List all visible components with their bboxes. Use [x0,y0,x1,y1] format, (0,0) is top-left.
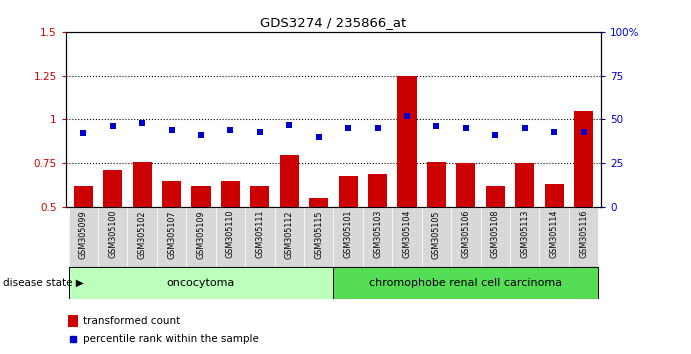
Bar [510,207,540,267]
Bar [397,76,417,207]
Bar [250,186,269,207]
Point [578,129,589,135]
Text: disease state ▶: disease state ▶ [3,278,84,288]
Bar [98,207,127,267]
Bar [245,207,274,267]
Bar [574,111,593,207]
Bar [545,184,564,207]
Bar [333,267,598,299]
Point [225,127,236,133]
Bar [216,207,245,267]
Bar [480,207,510,267]
Text: GSM305101: GSM305101 [343,210,352,258]
Text: oncocytoma: oncocytoma [167,278,235,288]
Text: GSM305114: GSM305114 [549,210,558,258]
Point [343,125,354,131]
Bar [451,207,480,267]
Text: GSM305116: GSM305116 [579,210,588,258]
Bar [133,161,152,207]
Point [519,125,530,131]
Point [107,124,118,129]
Bar [392,207,422,267]
Bar [162,181,181,207]
Text: GSM305104: GSM305104 [402,210,411,258]
Bar [368,174,387,207]
Text: GSM305100: GSM305100 [108,210,117,258]
Title: GDS3274 / 235866_at: GDS3274 / 235866_at [261,16,406,29]
Bar [68,207,98,267]
Point [490,132,501,138]
Point [284,122,295,127]
Bar [333,207,363,267]
Text: GSM305112: GSM305112 [285,210,294,259]
Text: transformed count: transformed count [83,316,180,326]
Point [78,131,89,136]
Point [431,124,442,129]
Bar [363,207,392,267]
Bar [540,207,569,267]
Bar [103,170,122,207]
Point [549,129,560,135]
Bar [280,154,299,207]
Bar [486,186,505,207]
Bar [456,163,475,207]
Text: GSM305107: GSM305107 [167,210,176,259]
Bar [569,207,598,267]
Text: GSM305111: GSM305111 [256,210,265,258]
Text: percentile rank within the sample: percentile rank within the sample [83,334,258,344]
Bar [74,186,93,207]
Text: GSM305113: GSM305113 [520,210,529,258]
Bar [515,163,534,207]
Text: GSM305108: GSM305108 [491,210,500,258]
Text: GSM305110: GSM305110 [226,210,235,258]
Bar [304,207,333,267]
Text: GSM305115: GSM305115 [314,210,323,259]
Text: GSM305099: GSM305099 [79,210,88,259]
Bar [191,186,211,207]
Point [254,129,265,135]
Bar [339,176,358,207]
Point [137,120,148,126]
Bar [422,207,451,267]
Bar [274,207,304,267]
Point [372,125,383,131]
Bar [68,267,333,299]
Bar [157,207,187,267]
Point [313,134,324,140]
Bar [221,181,240,207]
Bar [427,161,446,207]
Text: chromophobe renal cell carcinoma: chromophobe renal cell carcinoma [369,278,562,288]
Point [401,113,413,119]
Point [460,125,471,131]
Point [166,127,177,133]
Text: GSM305106: GSM305106 [462,210,471,258]
Bar [309,198,328,207]
Text: GSM305109: GSM305109 [196,210,205,259]
Point [196,132,207,138]
Bar [187,207,216,267]
Bar [127,207,157,267]
Bar [68,315,78,327]
Text: GSM305105: GSM305105 [432,210,441,259]
Text: GSM305102: GSM305102 [138,210,146,259]
Text: GSM305103: GSM305103 [373,210,382,258]
